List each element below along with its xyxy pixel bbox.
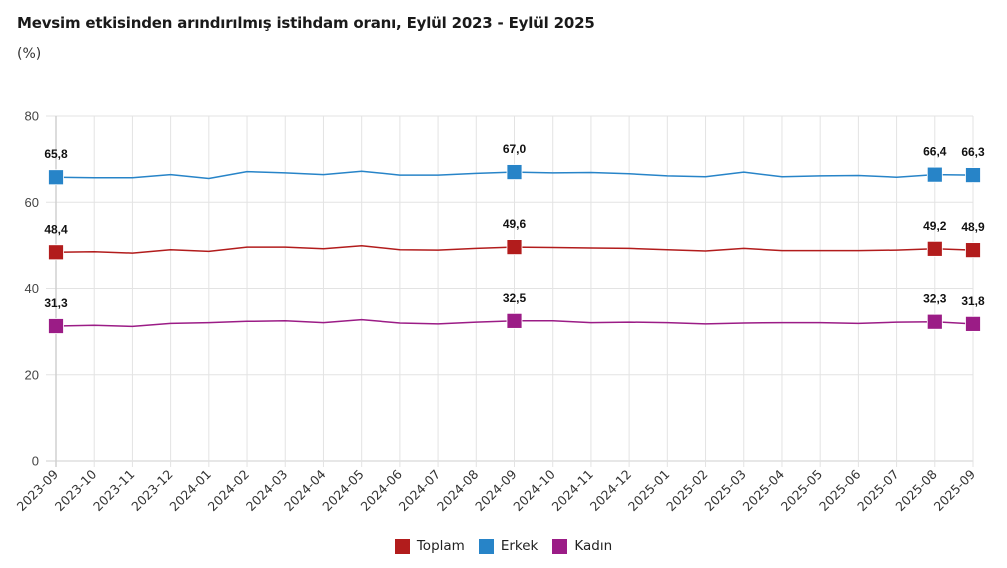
data-label: 49,6 xyxy=(503,217,527,231)
data-label: 66,3 xyxy=(961,145,985,159)
y-tick-label: 80 xyxy=(25,109,39,124)
data-point-marker xyxy=(926,313,943,330)
x-axis: 2023-092023-102023-112023-122024-012024-… xyxy=(14,466,979,514)
data-label: 31,3 xyxy=(44,296,68,310)
data-point-marker xyxy=(965,242,981,259)
legend-label-kadin: Kadın xyxy=(574,538,613,554)
data-point-marker xyxy=(926,240,943,257)
data-label: 31,8 xyxy=(961,294,985,308)
legend-swatch-erkek xyxy=(478,538,494,554)
data-point-marker xyxy=(48,318,64,334)
data-point-marker xyxy=(48,244,64,261)
data-point-marker xyxy=(965,167,981,183)
y-tick-label: 0 xyxy=(32,454,39,469)
data-label: 32,3 xyxy=(923,292,947,306)
y-tick-label: 40 xyxy=(25,281,39,296)
legend-label-toplam: Toplam xyxy=(416,538,465,554)
data-point-marker xyxy=(926,166,943,183)
data-label: 66,4 xyxy=(923,145,947,159)
data-point-marker xyxy=(506,164,523,180)
data-label: 32,5 xyxy=(503,291,527,305)
y-tick-label: 60 xyxy=(25,195,39,210)
legend-label-erkek: Erkek xyxy=(500,538,539,554)
data-point-marker xyxy=(48,169,64,186)
data-labels: 48,4 49,6 49,2 48,9 65,8 67,0 66,4 66,3 31,3 32,5… xyxy=(44,142,985,310)
data-label: 48,4 xyxy=(44,222,68,236)
series-markers xyxy=(48,164,981,334)
chart-title: Mevsim etkisinden arındırılmış istihdam … xyxy=(17,14,595,32)
legend: Toplam Erkek Kadın xyxy=(0,538,1007,554)
legend-swatch-toplam xyxy=(394,538,410,554)
data-label: 48,9 xyxy=(961,220,985,234)
data-point-marker xyxy=(965,315,981,332)
data-point-marker xyxy=(506,239,523,256)
legend-item-toplam[interactable]: Toplam xyxy=(394,538,465,554)
data-label: 67,0 xyxy=(503,142,527,156)
data-point-marker xyxy=(506,312,523,329)
legend-item-kadin[interactable]: Kadın xyxy=(552,538,612,554)
y-tick-label: 20 xyxy=(25,367,39,382)
legend-item-erkek[interactable]: Erkek xyxy=(478,538,539,554)
legend-swatch-kadin xyxy=(552,538,568,554)
chart-subtitle: (%) xyxy=(17,46,42,62)
x-tick-label: 2025-09 xyxy=(931,466,979,514)
y-axis: 0 20 40 60 80 xyxy=(25,109,39,469)
data-label: 65,8 xyxy=(44,147,68,161)
data-label: 49,2 xyxy=(923,219,947,233)
